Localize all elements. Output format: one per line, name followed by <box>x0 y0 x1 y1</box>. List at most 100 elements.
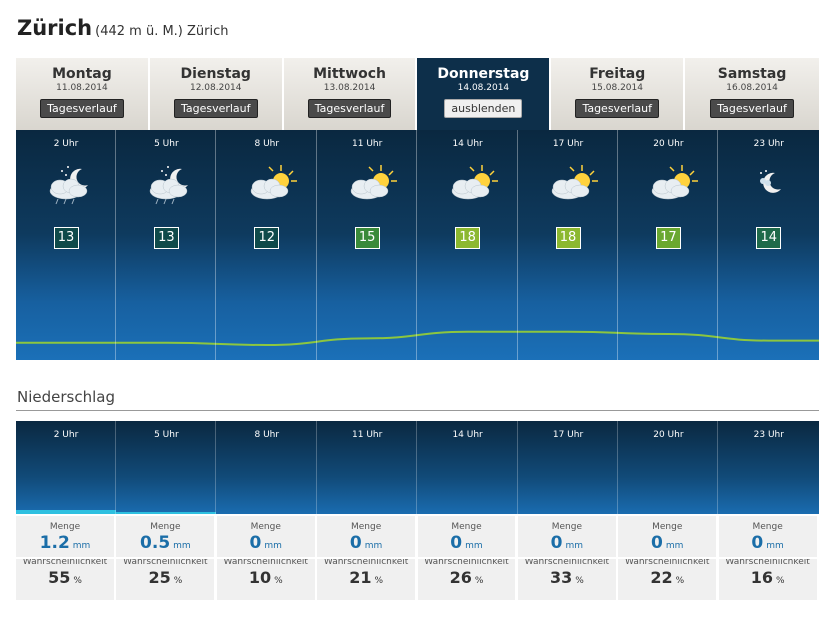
sun-cloud-icon <box>317 161 417 205</box>
city-name: Zürich <box>17 16 93 40</box>
slot-time: 14 Uhr <box>452 430 483 440</box>
amount-label: Menge <box>451 522 482 532</box>
slot-time: 11 Uhr <box>352 139 383 149</box>
temperature-line <box>16 330 819 347</box>
day-tab-montag[interactable]: Montag 11.08.2014 Tagesverlauf <box>16 58 150 130</box>
slot-time: 14 Uhr <box>452 139 483 149</box>
precip-slot: 14 Uhr <box>418 421 518 514</box>
column-divider <box>215 421 217 514</box>
tagesverlauf-button[interactable]: Tagesverlauf <box>575 99 659 118</box>
probability-label: Wahrscheinlichkeit <box>424 557 509 567</box>
day-date: 14.08.2014 <box>457 83 510 93</box>
precip-slot: 23 Uhr <box>719 421 819 514</box>
slot-time: 20 Uhr <box>653 139 684 149</box>
probability-value: 21% <box>349 568 384 587</box>
stats-divider <box>16 557 819 559</box>
slot-time: 5 Uhr <box>154 430 179 440</box>
night-cloud-rain-icon <box>116 161 216 205</box>
probability-value: 10% <box>248 568 283 587</box>
amount-label: Menge <box>150 522 181 532</box>
precipitation-panel: 2 Uhr 5 Uhr 8 Uhr 11 Uhr 14 Uhr 17 Uhr 20 Uhr 2… <box>16 421 819 514</box>
probability-value: 26% <box>449 568 484 587</box>
slot-time: 5 Uhr <box>154 139 179 149</box>
sun-cloud-icon <box>418 161 518 205</box>
forecast-slot: 23 Uhr 14 <box>719 130 819 360</box>
precip-bar <box>116 512 217 514</box>
precip-slot: 2 Uhr <box>16 421 116 514</box>
slot-time: 20 Uhr <box>653 430 684 440</box>
forecast-slot: 20 Uhr 17 <box>618 130 719 360</box>
ausblenden-button[interactable]: ausblenden <box>444 99 523 118</box>
column-divider <box>717 130 719 360</box>
slot-time: 23 Uhr <box>753 139 784 149</box>
amount-value: 0 mm <box>349 533 383 553</box>
precip-slot: 11 Uhr <box>317 421 418 514</box>
section-divider <box>16 410 819 411</box>
column-divider <box>617 421 618 514</box>
day-tabs: Montag 11.08.2014 Tagesverlauf Dienstag … <box>16 58 819 130</box>
amount-value: 0 mm <box>651 533 684 553</box>
amount-label: Menge <box>752 522 783 532</box>
amount-label: Menge <box>652 522 683 532</box>
page-title: Zürich (442 m ü. M.) Zürich <box>17 16 229 40</box>
amount-label: Menge <box>350 522 382 532</box>
probability-value: 16% <box>750 568 785 587</box>
night-cloud-rain-icon <box>16 161 116 205</box>
column-divider <box>416 421 418 514</box>
amount-value: 0 mm <box>249 533 282 553</box>
day-tab-samstag[interactable]: Samstag 16.08.2014 Tagesverlauf <box>685 58 819 130</box>
column-divider <box>617 130 618 360</box>
column-divider <box>516 421 518 514</box>
amount-value: 0 mm <box>751 533 784 553</box>
precip-bar <box>16 510 116 514</box>
amount-value: 0 mm <box>450 533 483 553</box>
amount-value: 0 mm <box>550 533 584 553</box>
temperature-value: 13 <box>153 227 179 249</box>
sun-cloud-icon <box>518 161 618 205</box>
probability-label: Wahrscheinlichkeit <box>725 557 810 567</box>
day-name: Samstag <box>717 66 787 82</box>
probability-value: 22% <box>650 568 685 587</box>
column-divider <box>215 130 217 360</box>
precipitation-title: Niederschlag <box>17 388 115 406</box>
probability-value: 33% <box>549 568 584 587</box>
amount-label: Menge <box>49 522 81 532</box>
moon-icon <box>719 161 819 205</box>
day-name: Dienstag <box>180 66 251 82</box>
amount-value: 0.5 mm <box>140 533 191 553</box>
tagesverlauf-button[interactable]: Tagesverlauf <box>40 99 124 118</box>
precip-slot: 8 Uhr <box>217 421 317 514</box>
temperature-value: 12 <box>254 227 280 249</box>
slot-time: 8 Uhr <box>254 139 280 149</box>
probability-value: 25% <box>148 568 183 587</box>
day-tab-donnerstag[interactable]: Donnerstag 14.08.2014 ausblenden <box>417 58 552 130</box>
amount-label: Menge <box>250 522 281 532</box>
day-name: Freitag <box>589 66 646 82</box>
slot-time: 17 Uhr <box>552 430 584 440</box>
day-name: Mittwoch <box>313 66 387 82</box>
day-tab-freitag[interactable]: Freitag 15.08.2014 Tagesverlauf <box>551 58 686 130</box>
column-divider <box>516 130 518 360</box>
probability-value: 55% <box>48 568 82 587</box>
day-tab-mittwoch[interactable]: Mittwoch 13.08.2014 Tagesverlauf <box>283 58 418 130</box>
tagesverlauf-button[interactable]: Tagesverlauf <box>307 99 392 118</box>
probability-label: Wahrscheinlichkeit <box>22 557 108 567</box>
tagesverlauf-button[interactable]: Tagesverlauf <box>710 99 794 118</box>
day-name: Donnerstag <box>437 66 530 82</box>
column-divider <box>416 130 418 360</box>
slot-time: 23 Uhr <box>753 430 784 440</box>
temperature-value: 15 <box>354 227 380 249</box>
day-date: 11.08.2014 <box>56 83 108 93</box>
precip-slot: 17 Uhr <box>518 421 618 514</box>
probability-label: Wahrscheinlichkeit <box>323 557 409 567</box>
column-divider <box>315 421 317 514</box>
slot-time: 2 Uhr <box>53 430 79 440</box>
probability-label: Wahrscheinlichkeit <box>123 557 208 567</box>
forecast-slot: 2 Uhr 13 <box>16 130 116 360</box>
day-tab-dienstag[interactable]: Dienstag 12.08.2014 Tagesverlauf <box>149 58 284 130</box>
day-date: 13.08.2014 <box>323 83 376 93</box>
amount-value: 1.2 mm <box>39 533 91 553</box>
tagesverlauf-button[interactable]: Tagesverlauf <box>173 99 258 118</box>
forecast-slot: 5 Uhr 13 <box>116 130 217 360</box>
day-date: 16.08.2014 <box>726 83 778 93</box>
